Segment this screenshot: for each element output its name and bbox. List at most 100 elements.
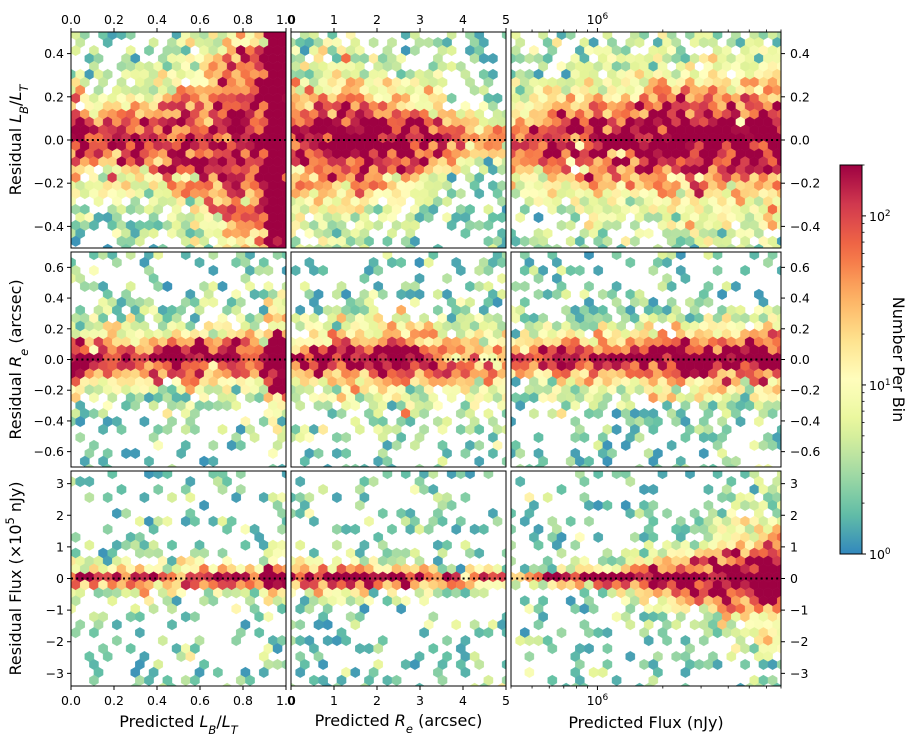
hexbin-cell — [437, 423, 448, 436]
hexbin-cell — [634, 431, 645, 444]
hexbin-cell — [474, 455, 484, 467]
hexbin-cell — [102, 650, 113, 663]
hexbin-cell — [121, 243, 131, 248]
hexbin-cell — [144, 45, 154, 57]
hexbin-cell — [359, 463, 370, 467]
hexbin-cell — [240, 243, 251, 248]
hexbin-cell — [396, 603, 406, 615]
hexbin-cell — [511, 555, 516, 567]
hexbin-cell — [593, 264, 603, 277]
hexbin-cell — [57, 196, 66, 207]
hexbin-cell — [533, 431, 544, 444]
hexbin-cell — [712, 252, 723, 261]
hexbin-cells — [291, 32, 506, 248]
hexbin-cell — [446, 60, 457, 73]
hexbin-cell — [71, 627, 81, 639]
hexbin-cell — [107, 595, 118, 607]
x-axis-label: Predicted Flux (nJy) — [568, 713, 723, 732]
hexbin-cell — [208, 264, 219, 277]
hexbin-cell — [89, 392, 99, 404]
y-tick-label: 0.2 — [790, 89, 810, 104]
hexbin-cell — [419, 627, 429, 639]
hexbin-cell — [57, 400, 66, 411]
hexbin-cell — [611, 252, 622, 261]
hexbin-cell — [84, 463, 95, 467]
hexbin-cell — [162, 515, 173, 527]
hexbin-cell — [524, 463, 535, 467]
hexbin-cell — [511, 539, 516, 551]
hexbin-cell — [648, 252, 650, 253]
hexbin-cell — [391, 674, 402, 686]
hexbin-cell — [726, 650, 737, 663]
hexbin-cell — [295, 400, 305, 412]
hexbin-cell — [57, 149, 66, 160]
hexbin-cell — [231, 635, 241, 647]
hexbin-cell — [666, 439, 677, 451]
hexbin-cell — [584, 515, 594, 527]
x-tick-label: 0.6 — [190, 12, 210, 27]
hexbin-cell — [295, 666, 305, 678]
panel-r2-c1 — [290, 470, 507, 690]
hexbin-cell — [520, 280, 530, 292]
hexbin-cell — [735, 416, 746, 428]
panel-r1-c0 — [57, 251, 287, 468]
hexbin-cell — [359, 272, 370, 285]
hexbin-cell — [401, 471, 411, 480]
hexbin-cell — [782, 524, 791, 535]
hexbin-cell — [648, 483, 659, 496]
hexbin-cell — [249, 431, 260, 444]
hexbin-cell — [492, 296, 503, 308]
hexbin-cell — [598, 243, 608, 248]
hexbin-cell — [460, 491, 471, 504]
hexbin-cell — [474, 32, 475, 33]
hexbin-cell — [71, 111, 72, 118]
hexbin-cell — [318, 423, 328, 436]
hexbin-cell — [754, 682, 764, 686]
hexbin-cell — [277, 603, 286, 615]
hexbin-cell — [565, 235, 576, 247]
hexbin-cell — [634, 463, 645, 467]
hexbin-cell — [148, 227, 159, 239]
hexbin-cell — [148, 603, 159, 615]
hexbin-cell — [520, 235, 530, 247]
hexbin-cell — [373, 264, 383, 277]
hexbin-cell — [112, 257, 122, 269]
hexbin-cell — [446, 471, 457, 480]
hexbin-cell — [322, 682, 333, 686]
hexbin-cell — [520, 515, 530, 527]
hexbin-cell — [148, 523, 159, 535]
y-tick-label: −3 — [790, 666, 808, 681]
hexbin-cell — [112, 635, 122, 647]
hexbin-cell — [167, 539, 177, 551]
hexbin-cell — [694, 32, 695, 33]
hexbin-cell — [465, 280, 475, 292]
hexbin-cell — [497, 476, 506, 487]
hexbin-cell — [488, 52, 498, 65]
hexbin-cell — [460, 447, 471, 459]
hexbin-cell — [782, 69, 791, 80]
hexbin-cell — [332, 523, 342, 535]
hexbin-cell — [602, 455, 613, 467]
hexbin-cell — [602, 499, 613, 511]
hexbin-cell — [185, 243, 196, 248]
hexbin-cell — [71, 531, 81, 543]
hexbin-cell — [579, 243, 590, 248]
hexbin-cell — [259, 491, 269, 504]
hexbin-cell — [446, 92, 457, 104]
hexbin-cell — [570, 431, 580, 444]
x-tick-label: 0.8 — [233, 693, 253, 708]
hexbin-cell — [332, 431, 342, 444]
hexbin-cell — [474, 188, 484, 200]
x-tick-label: 3 — [416, 693, 424, 708]
hexbin-cell — [281, 548, 286, 559]
hexbin-cell — [731, 280, 741, 292]
hexbin-cell — [777, 643, 781, 654]
hexbin-cell — [268, 463, 278, 467]
hexbin-cell — [634, 682, 645, 686]
hexbin-cell — [488, 243, 498, 248]
panel-r0-c0 — [57, 28, 287, 249]
panel-r0-c2 — [510, 28, 791, 249]
x-tick-label: 1 — [330, 693, 338, 708]
y-tick-label: 0.2 — [44, 321, 64, 336]
hexbin-cell — [515, 447, 525, 459]
